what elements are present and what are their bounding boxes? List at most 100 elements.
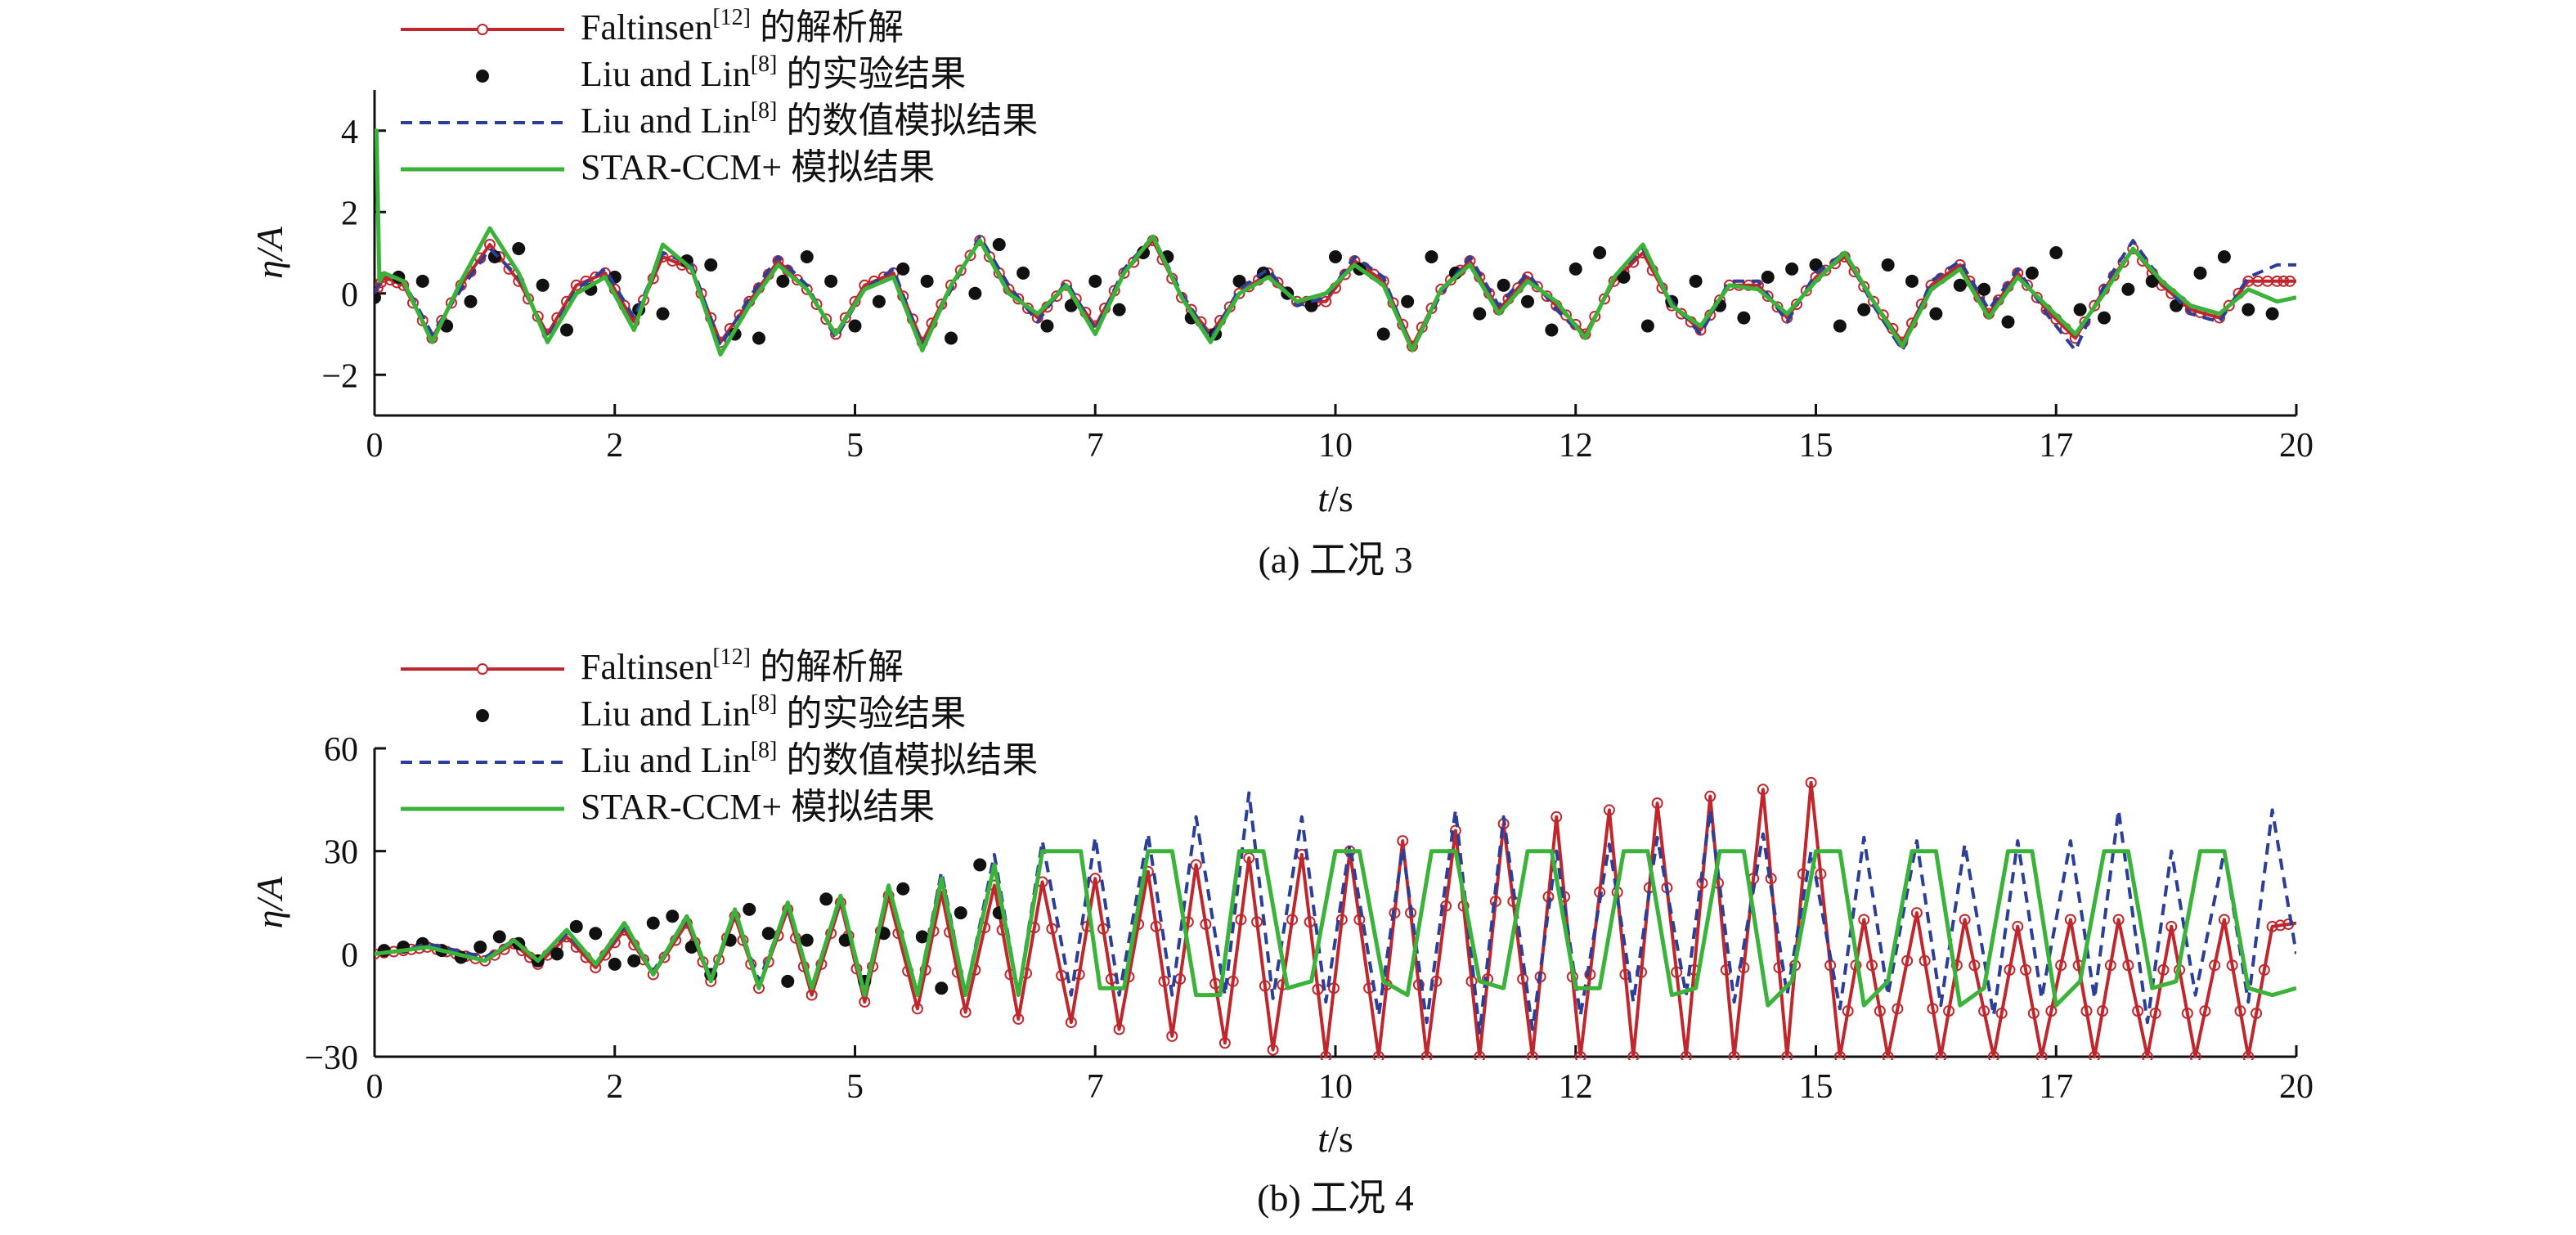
- data-point: [1761, 270, 1775, 284]
- data-point: [1097, 923, 1110, 935]
- data-point: [954, 906, 967, 920]
- data-point: [1919, 954, 1931, 967]
- data-point: [1517, 973, 1529, 986]
- data-point: [1376, 327, 1390, 341]
- data-point: [1259, 980, 1271, 992]
- y-tick-label: −2: [321, 357, 358, 395]
- data-point: [1943, 1005, 1955, 1017]
- data-point: [2112, 914, 2125, 926]
- y-axis-label: η/A: [249, 876, 290, 929]
- data-point: [1016, 266, 1030, 280]
- legend-label-suffix: 的数值模拟结果: [777, 101, 1038, 141]
- y-axis-label: η/A: [249, 226, 290, 279]
- data-point: [2121, 282, 2135, 296]
- data-point: [1959, 914, 1971, 926]
- data-point: [1474, 1051, 1486, 1060]
- plot-area: [375, 776, 2296, 1060]
- data-point: [1987, 1051, 1999, 1060]
- legend-marker: [477, 24, 488, 35]
- data-point: [1176, 291, 1187, 303]
- legend-label-suffix: 的解析解: [751, 7, 904, 47]
- data-point: [375, 290, 381, 304]
- data-point: [1901, 954, 1914, 967]
- data-point: [752, 331, 765, 345]
- data-point: [2104, 959, 2116, 972]
- x-tick-label: 2: [606, 427, 623, 465]
- data-point: [1545, 323, 1559, 337]
- legend-item: Faltinsen[12] 的解析解: [401, 644, 904, 687]
- data-point: [1833, 1051, 1846, 1060]
- data-point: [569, 919, 583, 933]
- x-tick-label: 17: [2039, 1068, 2073, 1106]
- legend-label-name: Faltinsen: [581, 7, 712, 47]
- legend-item: STAR-CCM+ 模拟结果: [401, 787, 935, 827]
- series-experiment: [375, 238, 2279, 345]
- legend-label: Liu and Lin[8] 的数值模拟结果: [581, 738, 1038, 780]
- data-point: [1425, 249, 1438, 263]
- data-point: [2127, 243, 2139, 255]
- data-point: [473, 940, 487, 954]
- data-point: [2089, 1051, 2101, 1060]
- legend-label-ref: [12]: [712, 644, 751, 670]
- data-point: [830, 328, 841, 340]
- data-point: [1200, 918, 1212, 931]
- data-point: [1061, 279, 1072, 291]
- series-numerical-line: [375, 791, 2296, 1035]
- data-point: [1449, 824, 1461, 837]
- data-point: [1728, 1051, 1740, 1060]
- legend-label: STAR-CCM+ 模拟结果: [581, 147, 935, 187]
- legend-swatch: [476, 70, 489, 83]
- data-point: [1651, 797, 1663, 810]
- data-point: [761, 927, 775, 941]
- x-axis-label-symbol: t: [1317, 1118, 1329, 1160]
- series-starccm-line: [375, 128, 2296, 357]
- data-point: [1857, 303, 1871, 317]
- data-point: [776, 274, 790, 288]
- data-point: [1905, 274, 1919, 288]
- legend-label-name: Liu and Lin: [581, 101, 751, 141]
- data-point: [1785, 262, 1799, 276]
- data-point: [1995, 1007, 2008, 1019]
- data-point: [536, 278, 550, 292]
- data-point: [1088, 274, 1102, 288]
- data-point: [2278, 275, 2290, 287]
- data-point: [1617, 270, 1631, 284]
- data-point: [1113, 1023, 1125, 1035]
- legend-item: Faltinsen[12] 的解析解: [401, 5, 904, 47]
- data-point: [896, 882, 910, 896]
- series-analytical-line: [375, 239, 2296, 348]
- data-point: [2020, 963, 2032, 976]
- legend-swatch: [476, 709, 489, 722]
- data-point: [1286, 914, 1299, 926]
- x-tick-label: 12: [1559, 427, 1593, 465]
- data-point: [1551, 811, 1563, 823]
- data-point: [2226, 959, 2238, 972]
- x-tick-label: 2: [606, 1068, 623, 1106]
- data-point: [1150, 920, 1162, 932]
- data-point: [1603, 804, 1615, 816]
- data-point: [1521, 294, 1534, 308]
- legend-marker: [477, 663, 488, 675]
- x-tick-label: 20: [2279, 1068, 2313, 1106]
- data-point: [2271, 275, 2283, 287]
- data-point: [1627, 1051, 1640, 1060]
- x-tick-label: 12: [1559, 1068, 1593, 1106]
- data-point: [2031, 291, 2043, 303]
- y-tick-label: 30: [324, 834, 358, 872]
- legend-label: Liu and Lin[8] 的实验结果: [581, 691, 966, 734]
- data-point: [656, 307, 670, 321]
- data-point: [1328, 982, 1340, 995]
- data-point: [1574, 1051, 1586, 1060]
- data-point: [1339, 268, 1351, 281]
- legend-label: Faltinsen[12] 的解析解: [581, 5, 904, 47]
- data-point: [646, 916, 660, 930]
- data-point: [1704, 790, 1717, 802]
- data-point: [1568, 262, 1582, 276]
- x-tick-label: 7: [1087, 427, 1104, 465]
- legend-label-ref: [8]: [751, 738, 778, 763]
- data-point: [1232, 274, 1246, 288]
- data-point: [2097, 1005, 2109, 1017]
